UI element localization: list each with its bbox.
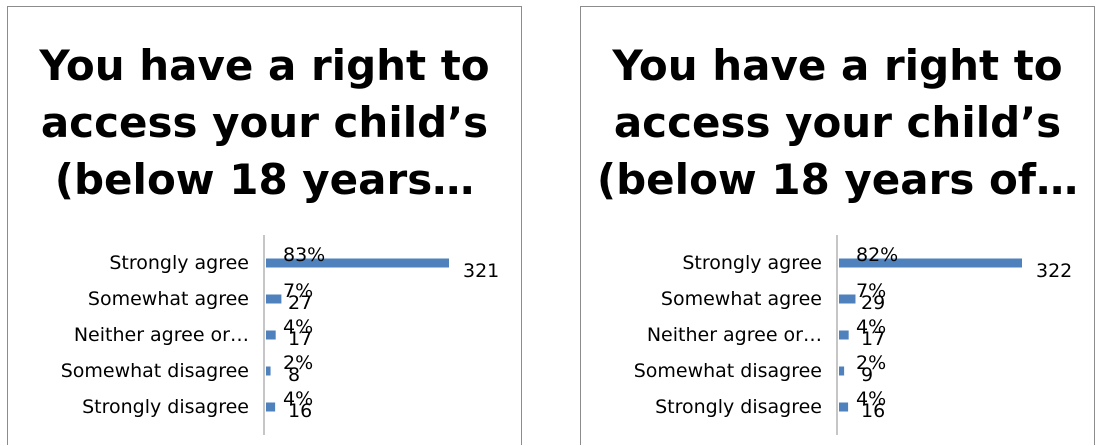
category-label: Strongly disagree	[82, 396, 249, 418]
percent-label: 82%	[856, 244, 898, 266]
count-label: 27	[288, 292, 312, 314]
category-label: Somewhat agree	[661, 288, 822, 310]
chart-title: You have a right to access your child’s …	[581, 37, 1094, 208]
chart-title-line-3: (below 18 years…	[54, 155, 475, 204]
chart-title-line-1: You have a right to	[612, 41, 1063, 90]
count-label: 9	[861, 364, 873, 386]
percent-label: 4%	[283, 388, 313, 410]
category-label: Neither agree or…	[74, 324, 249, 346]
chart-title: You have a right to access your child’s …	[8, 37, 521, 208]
percent-label: 7%	[283, 280, 313, 302]
category-label: Strongly disagree	[655, 396, 822, 418]
percent-label: 4%	[856, 316, 886, 338]
bar	[266, 294, 282, 304]
bar	[839, 366, 845, 376]
chart-title-line-1: You have a right to	[39, 41, 490, 90]
count-label: 16	[288, 400, 312, 422]
bar	[266, 402, 276, 412]
chart-title-line-3: (below 18 years of…	[596, 155, 1079, 204]
bar	[839, 294, 856, 304]
percent-label: 4%	[856, 388, 886, 410]
bar	[266, 258, 449, 268]
count-label: 16	[861, 400, 885, 422]
count-label: 322	[1036, 260, 1072, 282]
category-label: Somewhat disagree	[634, 360, 822, 382]
category-label: Somewhat agree	[88, 288, 249, 310]
percent-label: 4%	[283, 316, 313, 338]
percent-label: 2%	[283, 352, 313, 374]
percent-label: 7%	[856, 280, 886, 302]
percent-label: 83%	[283, 244, 325, 266]
category-label: Strongly agree	[109, 252, 249, 274]
chart-title-line-2: access your child’s	[40, 98, 489, 147]
bar-chart-plot: Strongly agree 82% 322 Somewhat agree 7%29 Ne…	[634, 235, 1072, 435]
count-label: 17	[288, 328, 312, 350]
bar-chart-plot: Strongly agree 83% 321 Somewhat agree 7%27 Ne…	[61, 235, 499, 435]
bar	[266, 366, 271, 376]
chart-title-line-2: access your child’s	[613, 98, 1062, 147]
bar	[839, 258, 1022, 268]
count-label: 321	[463, 260, 499, 282]
category-label: Neither agree or…	[647, 324, 822, 346]
chart-panel-right: You have a right to access your child’s …	[580, 6, 1095, 445]
chart-panel-left: You have a right to access your child’s …	[7, 6, 522, 445]
count-label: 8	[288, 364, 300, 386]
count-label: 17	[861, 328, 885, 350]
percent-label: 2%	[856, 352, 886, 374]
category-label: Somewhat disagree	[61, 360, 249, 382]
bar	[839, 402, 849, 412]
bar	[266, 330, 276, 340]
bar	[839, 330, 849, 340]
count-label: 29	[861, 292, 885, 314]
category-label: Strongly agree	[682, 252, 822, 274]
